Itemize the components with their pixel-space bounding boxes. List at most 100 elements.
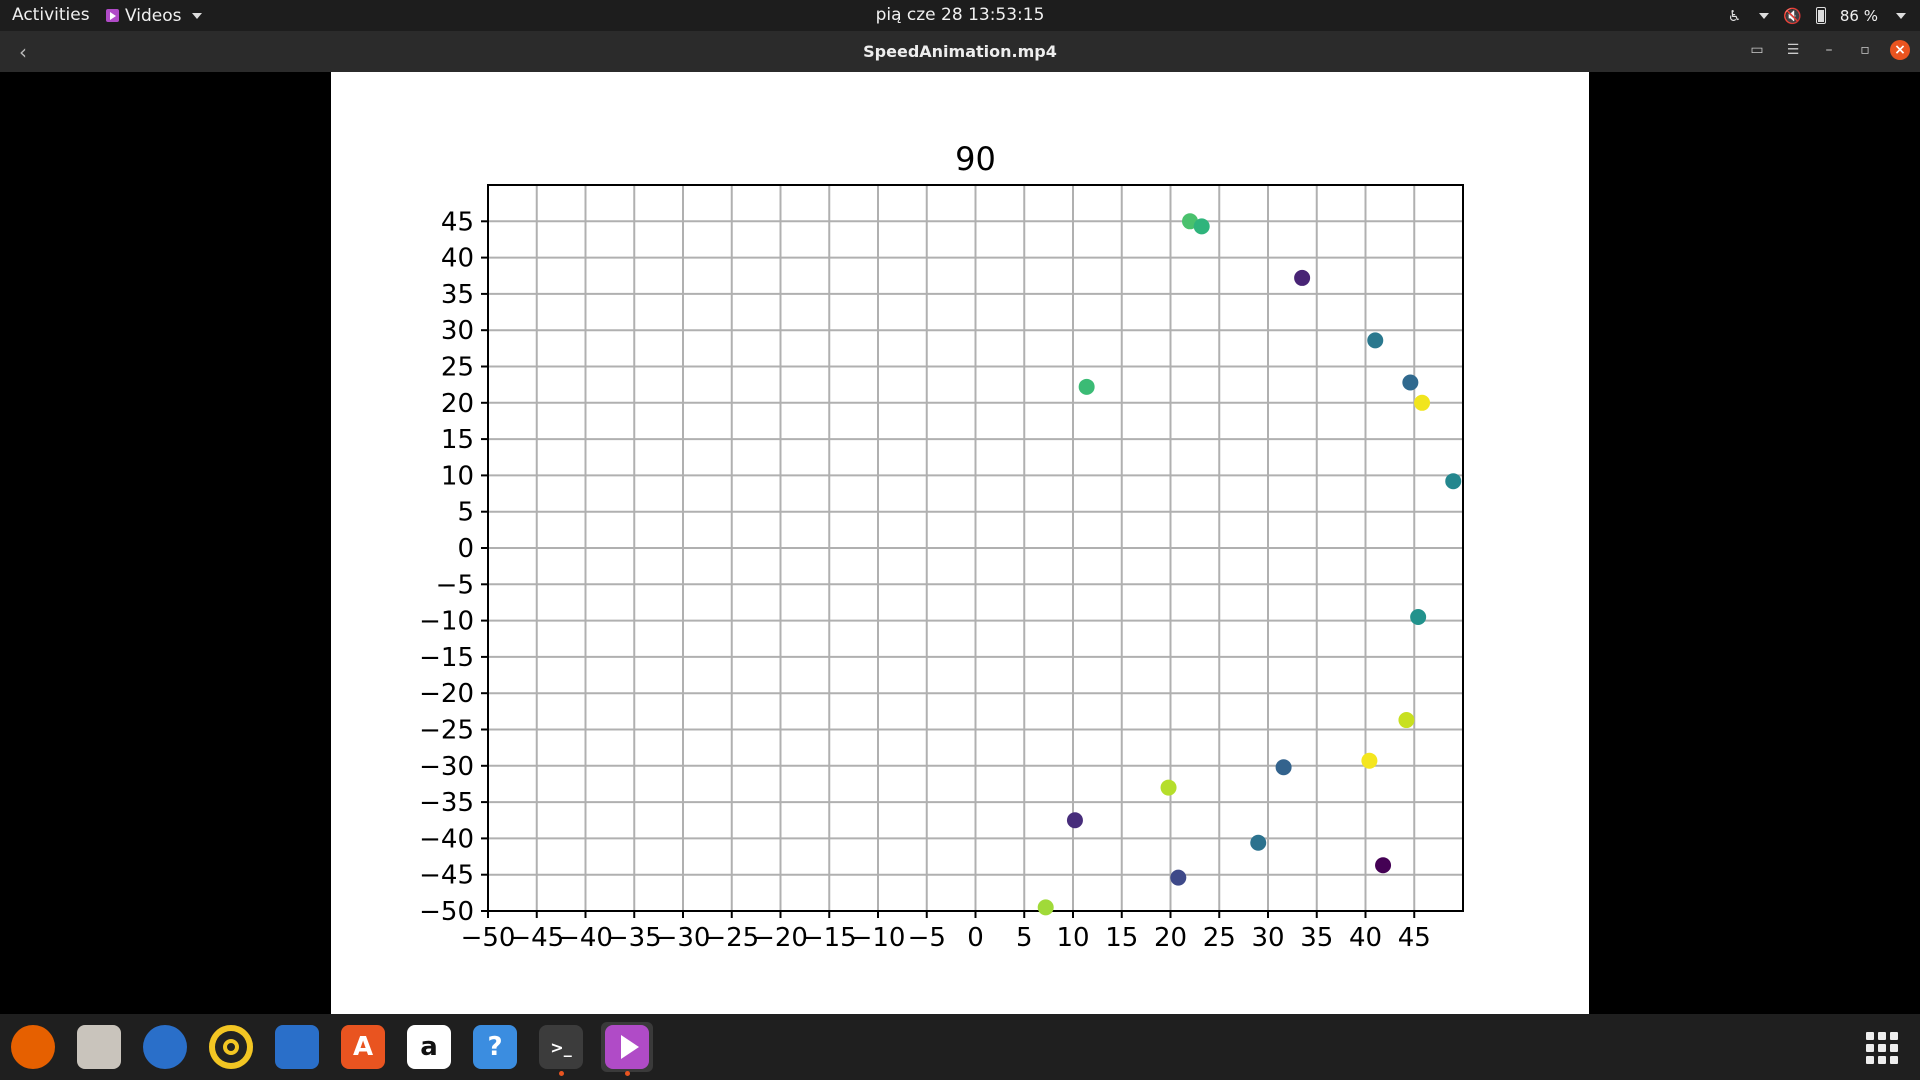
x-tick-label: −15 xyxy=(802,923,857,953)
accessibility-icon[interactable]: ♿ xyxy=(1727,6,1742,25)
x-tick-label: −50 xyxy=(461,923,516,953)
data-point xyxy=(1367,332,1384,349)
y-tick-label: −30 xyxy=(419,752,474,782)
back-button[interactable]: ‹ xyxy=(19,40,27,64)
y-tick-label: −40 xyxy=(419,824,474,854)
y-tick-label: −35 xyxy=(419,788,474,818)
terminal-icon: >_ xyxy=(539,1025,583,1069)
app-menu-label: Videos xyxy=(125,5,182,26)
activities-button[interactable]: Activities xyxy=(12,5,90,25)
volume-muted-icon: 🔇 xyxy=(1783,6,1802,25)
data-point xyxy=(1078,378,1095,395)
dock-item-firefox[interactable] xyxy=(7,1022,59,1072)
battery-percent: 86 % xyxy=(1839,6,1878,25)
videos-icon xyxy=(605,1025,649,1069)
firefox-icon xyxy=(11,1025,55,1069)
data-point xyxy=(1294,269,1311,286)
data-point xyxy=(1375,857,1392,874)
x-tick-label: 35 xyxy=(1300,923,1333,953)
dock-item-help[interactable]: ? xyxy=(469,1022,521,1072)
data-point xyxy=(1414,394,1431,411)
data-point xyxy=(1275,759,1292,776)
x-tick-label: 15 xyxy=(1105,923,1138,953)
data-point xyxy=(1402,374,1419,391)
x-tick-label: −25 xyxy=(704,923,759,953)
chart-title: 90 xyxy=(955,140,996,178)
x-tick-label: −5 xyxy=(908,923,946,953)
clock[interactable]: pią cze 28 13:53:15 xyxy=(875,5,1045,25)
video-frame: −50 −45 −40 −35 −30 −25 −20 −15 −10 −5 0 5 10 15 20 25 3… xyxy=(331,72,1589,1014)
amazon-icon: a xyxy=(407,1025,451,1069)
window-title-bar: ‹ SpeedAnimation.mp4 ▭ ☰ – ▫ × xyxy=(0,31,1920,73)
running-indicator xyxy=(625,1071,630,1076)
dock-item-videos[interactable] xyxy=(601,1022,653,1076)
x-tick-label: 20 xyxy=(1154,923,1187,953)
x-tick-label: −35 xyxy=(607,923,662,953)
libreoffice-writer-icon xyxy=(275,1025,319,1069)
maximize-button[interactable]: ▫ xyxy=(1860,42,1870,58)
software-icon: A xyxy=(341,1025,385,1069)
y-tick-label: −45 xyxy=(419,861,474,891)
help-icon: ? xyxy=(473,1025,517,1069)
data-point xyxy=(1037,899,1054,916)
battery-icon xyxy=(1815,7,1826,24)
app-menu[interactable]: Videos xyxy=(106,0,202,31)
data-point xyxy=(1445,473,1462,490)
data-point xyxy=(1170,869,1187,886)
dock-item-thunderbird[interactable] xyxy=(139,1022,191,1072)
x-tick-label: −40 xyxy=(558,923,613,953)
x-tick-label: 40 xyxy=(1349,923,1382,953)
files-icon xyxy=(77,1025,121,1069)
top-bar: Activities Videos pią cze 28 13:53:15 ♿ … xyxy=(0,0,1920,31)
dock-item-rhythmbox[interactable] xyxy=(205,1022,257,1072)
rhythmbox-icon xyxy=(209,1025,253,1069)
y-tick-label: 30 xyxy=(441,316,474,346)
dock-item-files[interactable] xyxy=(73,1022,125,1072)
pip-icon[interactable]: ▭ xyxy=(1750,42,1764,58)
x-tick-label: 0 xyxy=(967,923,984,953)
x-tick-label: 5 xyxy=(1016,923,1033,953)
y-tick-label: 20 xyxy=(441,389,474,419)
y-tick-label: 10 xyxy=(441,461,474,491)
data-point xyxy=(1361,752,1378,769)
system-menu[interactable]: ♿ 🔇 86 % xyxy=(1728,0,1906,31)
y-tick-label: 40 xyxy=(441,244,474,274)
y-tick-label: −25 xyxy=(419,716,474,746)
video-area[interactable]: −50 −45 −40 −35 −30 −25 −20 −15 −10 −5 0 5 10 15 20 25 3… xyxy=(0,72,1920,1014)
data-point xyxy=(1250,834,1267,851)
x-tick-label: −10 xyxy=(851,923,906,953)
x-tick-label: 30 xyxy=(1251,923,1284,953)
y-tick-label: 0 xyxy=(457,534,474,564)
x-tick-label: 10 xyxy=(1056,923,1089,953)
y-tick-label: −5 xyxy=(436,570,474,600)
y-tick-label: −20 xyxy=(419,679,474,709)
dock-item-software[interactable]: A xyxy=(337,1022,389,1072)
window-title: SpeedAnimation.mp4 xyxy=(863,42,1057,61)
menu-icon[interactable]: ☰ xyxy=(1786,42,1800,58)
dock-item-terminal[interactable]: >_ xyxy=(535,1022,587,1076)
dock-item-amazon[interactable]: a xyxy=(403,1022,455,1072)
dock-item-libreoffice-writer[interactable] xyxy=(271,1022,323,1072)
y-tick-label: 25 xyxy=(441,353,474,383)
running-indicator xyxy=(559,1071,564,1076)
data-point xyxy=(1066,812,1083,829)
minimize-button[interactable]: – xyxy=(1825,42,1833,58)
data-point xyxy=(1193,218,1210,235)
y-tick-label: 45 xyxy=(441,207,474,237)
x-tick-label: 45 xyxy=(1398,923,1431,953)
y-tick-label: 5 xyxy=(457,498,474,528)
show-applications-icon[interactable] xyxy=(1866,1032,1898,1064)
y-tick-label: 35 xyxy=(441,280,474,310)
chevron-down-icon xyxy=(191,12,202,19)
close-button[interactable]: × xyxy=(1890,40,1910,60)
data-point xyxy=(1160,779,1177,796)
thunderbird-icon xyxy=(143,1025,187,1069)
y-tick-label: −15 xyxy=(419,643,474,673)
chevron-down-icon[interactable] xyxy=(1759,12,1770,19)
y-tick-label: −50 xyxy=(419,897,474,927)
x-tick-label: −45 xyxy=(509,923,564,953)
chevron-down-icon[interactable] xyxy=(1896,12,1906,19)
data-point xyxy=(1398,712,1415,729)
y-tick-label: −10 xyxy=(419,607,474,637)
